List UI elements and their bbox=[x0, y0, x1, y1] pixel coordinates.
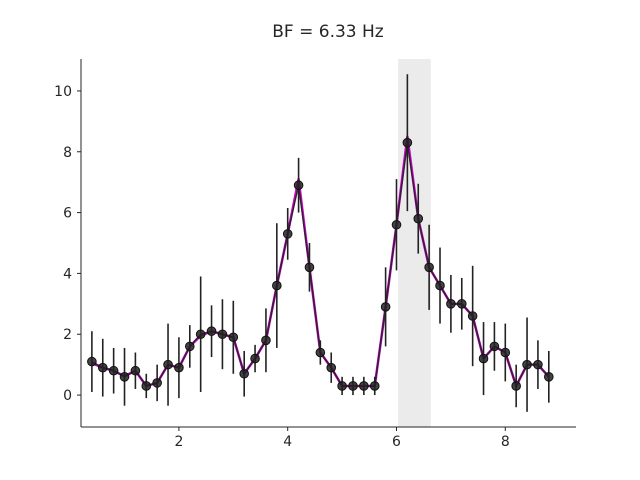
highlight-band bbox=[398, 59, 431, 427]
x-tick-label: 8 bbox=[501, 434, 510, 450]
data-point bbox=[402, 137, 413, 148]
x-tick-label: 4 bbox=[283, 434, 292, 450]
data-point bbox=[348, 381, 358, 391]
data-point bbox=[108, 365, 119, 376]
data-point bbox=[141, 381, 152, 391]
plot-area: 2 4 6 8 0 2 4 6 8 10 bbox=[54, 59, 576, 450]
data-point bbox=[337, 381, 347, 391]
data-point bbox=[391, 219, 402, 230]
y-tick-label: 0 bbox=[63, 388, 72, 404]
data-point bbox=[413, 213, 424, 224]
y-tick-label: 8 bbox=[63, 145, 72, 161]
data-point bbox=[435, 280, 445, 291]
data-point bbox=[228, 332, 239, 343]
data-point bbox=[87, 356, 97, 367]
data-point bbox=[522, 359, 532, 370]
data-point bbox=[174, 362, 184, 373]
data-point bbox=[184, 341, 195, 352]
data-point bbox=[380, 302, 391, 312]
data-point bbox=[467, 311, 478, 321]
data-point bbox=[359, 381, 369, 391]
data-point bbox=[478, 353, 489, 364]
data-point bbox=[217, 329, 228, 340]
data-point bbox=[250, 353, 260, 364]
data-point bbox=[272, 280, 282, 291]
data-point bbox=[544, 372, 554, 382]
data-point bbox=[293, 180, 304, 191]
data-point bbox=[456, 299, 467, 309]
data-point bbox=[239, 368, 249, 379]
data-point bbox=[446, 299, 456, 309]
data-point bbox=[369, 381, 380, 391]
data-point bbox=[424, 262, 434, 273]
y-tick-label: 4 bbox=[63, 266, 72, 282]
data-point bbox=[511, 381, 521, 391]
data-point bbox=[206, 326, 217, 336]
y-tick-label: 2 bbox=[63, 327, 72, 343]
x-tick-label: 6 bbox=[392, 434, 401, 450]
y-tick-label: 10 bbox=[54, 84, 72, 100]
x-tick-label: 2 bbox=[174, 434, 183, 450]
data-point bbox=[195, 329, 206, 340]
data-point bbox=[130, 365, 141, 376]
data-point bbox=[500, 347, 511, 358]
data-point bbox=[489, 341, 500, 352]
y-tick-label: 6 bbox=[63, 206, 72, 222]
data-point bbox=[97, 362, 108, 373]
data-point bbox=[315, 347, 326, 358]
data-point bbox=[261, 335, 271, 346]
chart-title: BF = 6.33 Hz bbox=[272, 22, 384, 42]
data-point bbox=[119, 372, 130, 382]
data-point bbox=[282, 229, 293, 239]
data-point bbox=[163, 359, 173, 370]
data-point bbox=[152, 378, 162, 388]
data-point bbox=[326, 362, 337, 373]
data-point bbox=[533, 359, 543, 370]
data-point bbox=[304, 262, 315, 273]
